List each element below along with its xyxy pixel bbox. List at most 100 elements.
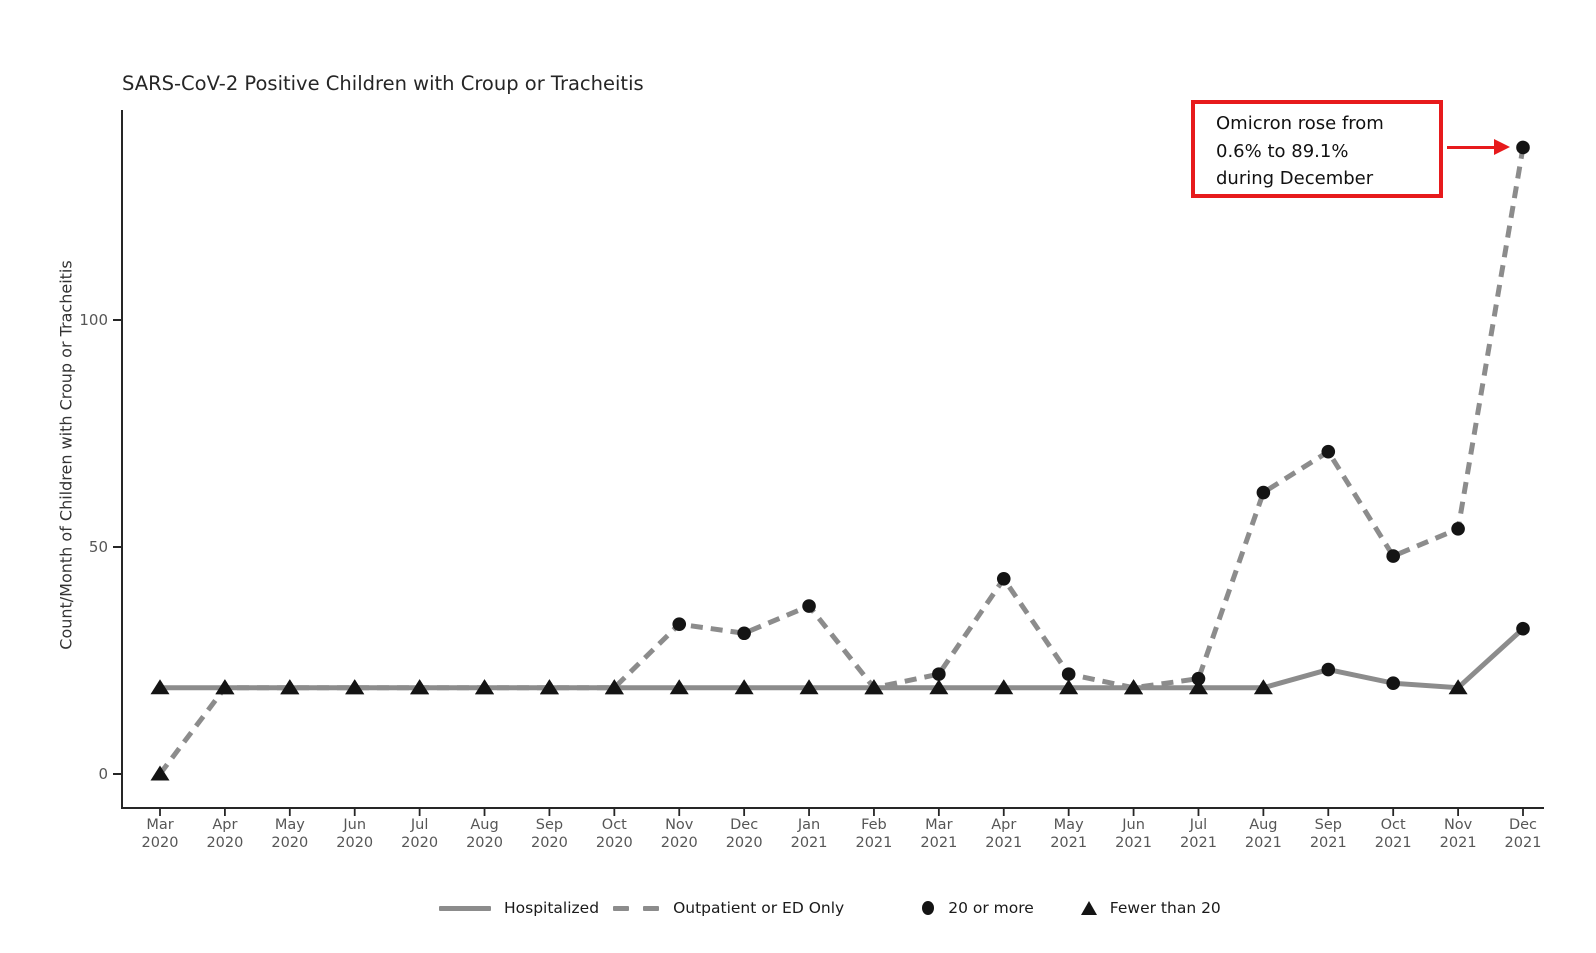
x-tick-label-year: 2020 [661,835,698,851]
solid-line-swatch-icon [439,905,491,911]
annotation-line-2: 0.6% to 89.1% [1216,140,1349,162]
data-point-triangle-icon [1253,679,1273,695]
x-tick-label-year: 2020 [142,835,179,851]
annotation-line-1: Omicron rose from [1216,113,1384,134]
data-point-triangle-icon [734,679,754,695]
data-point-circle-icon [672,617,687,631]
data-point-circle-icon [1451,522,1465,536]
x-tick-label-month: Jun [1121,817,1145,833]
data-point-circle-icon [1516,621,1530,636]
data-point-triangle-icon [669,679,689,695]
data-point-circle-icon [737,626,751,641]
x-tick-label-year: 2020 [271,835,308,851]
x-tick-label-year: 2020 [336,835,373,851]
data-point-triangle-icon [150,679,170,695]
series-line-hospitalized [160,626,1525,691]
data-point-triangle-icon [280,679,300,695]
x-tick-label-month: May [1054,817,1084,833]
y-tick-label: 0 [98,765,108,783]
x-tick-label-year: 2021 [791,835,828,851]
legend-label-fewer-than-20: Fewer than 20 [1109,899,1221,917]
x-tick-label-month: Aug [1249,817,1277,833]
x-tick-label-year: 2021 [1245,835,1282,851]
data-point-circle-icon [1191,671,1206,686]
legend-item-20-or-more: 20 or more [921,899,1034,917]
data-point-triangle-icon [1188,679,1208,695]
data-point-circle-icon [996,571,1011,586]
x-tick-label-month: May [275,817,305,833]
data-point-circle-icon [1386,676,1400,690]
data-point-triangle-icon [604,679,624,695]
data-point-circle-icon [802,599,816,613]
series-line-outpatient-or-ed-only [158,147,1526,776]
data-point-triangle-icon [1059,679,1079,695]
x-tick-label-month: Jan [797,817,820,833]
data-point-circle-icon [1256,485,1271,500]
x-tick-label-year: 2021 [1050,835,1087,851]
chart-title: SARS-CoV-2 Positive Children with Croup … [122,72,644,95]
data-point-circle-icon [1516,140,1530,155]
legend-label-20-or-more: 20 or more [948,899,1034,917]
legend-item-fewer-than-20: Fewer than 20 [1080,899,1221,917]
annotation-arrow-shaft [1447,146,1495,149]
x-tick-label-year: 2021 [1375,835,1412,851]
x-tick-label-month: Nov [665,817,694,833]
x-tick-label-month: Oct [602,817,627,833]
x-tick-label-month: Aug [470,817,498,833]
data-point-circle-icon [1321,444,1336,459]
legend-label-hospitalized: Hospitalized [504,899,600,917]
x-tick-label-year: 2020 [531,835,568,851]
x-tick-label-month: Apr [212,817,237,833]
legend-item-outpatient: Outpatient or ED Only [613,899,844,917]
data-point-triangle-icon [215,679,235,695]
x-tick-label-year: 2020 [466,835,503,851]
circle-marker-swatch-icon [922,901,935,915]
data-point-triangle-icon [1448,679,1468,695]
x-tick-label-month: Dec [1509,817,1537,833]
x-tick-label-month: Feb [861,817,887,833]
x-tick-label-year: 2020 [401,835,438,851]
legend: Hospitalized Outpatient or ED Only 20 or… [438,899,1221,917]
data-point-triangle-icon [929,679,949,695]
data-point-triangle-icon [410,679,430,695]
data-point-triangle-icon [475,679,495,695]
data-point-triangle-icon [994,679,1014,695]
data-point-triangle-icon [799,679,819,695]
annotation-arrow-head-icon [1494,139,1510,155]
x-tick-label-month: Nov [1444,817,1473,833]
x-tick-label-year: 2020 [206,835,243,851]
x-tick-label-month: Jun [342,817,366,833]
data-point-triangle-icon [1124,679,1144,695]
x-tick-label-month: Mar [925,817,952,833]
x-tick-label-year: 2021 [1180,835,1217,851]
legend-label-outpatient: Outpatient or ED Only [673,899,845,917]
legend-item-hospitalized: Hospitalized [438,899,599,917]
x-tick-label-year: 2020 [596,835,633,851]
x-tick-label-year: 2021 [1505,835,1542,851]
x-tick-label-month: Sep [536,817,563,833]
data-point-triangle-icon [345,679,365,695]
x-tick-label-month: Sep [1315,817,1342,833]
data-point-circle-icon [1321,662,1336,677]
x-tick-label-month: Oct [1381,817,1406,833]
x-tick-label-month: Jul [1189,817,1208,833]
x-tick-label-year: 2021 [1440,835,1477,851]
annotation-line-3: during December [1216,168,1374,189]
x-tick-label-year: 2020 [726,835,763,851]
x-tick-label-month: Dec [730,817,758,833]
x-tick-label-month: Jul [410,817,429,833]
dashed-line-swatch-icon [613,905,660,911]
annotation-box: Omicron rose from 0.6% to 89.1% during D… [1191,100,1443,198]
x-tick-label-year: 2021 [920,835,957,851]
data-point-triangle-icon [539,679,559,695]
data-point-triangle-icon [864,679,884,695]
data-point-circle-icon [932,667,946,681]
data-point-circle-icon [1386,549,1400,563]
x-tick-label-month: Apr [991,817,1016,833]
y-tick-label: 50 [89,538,108,556]
data-point-circle-icon [1061,667,1076,681]
triangle-marker-swatch-icon [1080,901,1097,915]
x-tick-label-month: Mar [146,817,173,833]
